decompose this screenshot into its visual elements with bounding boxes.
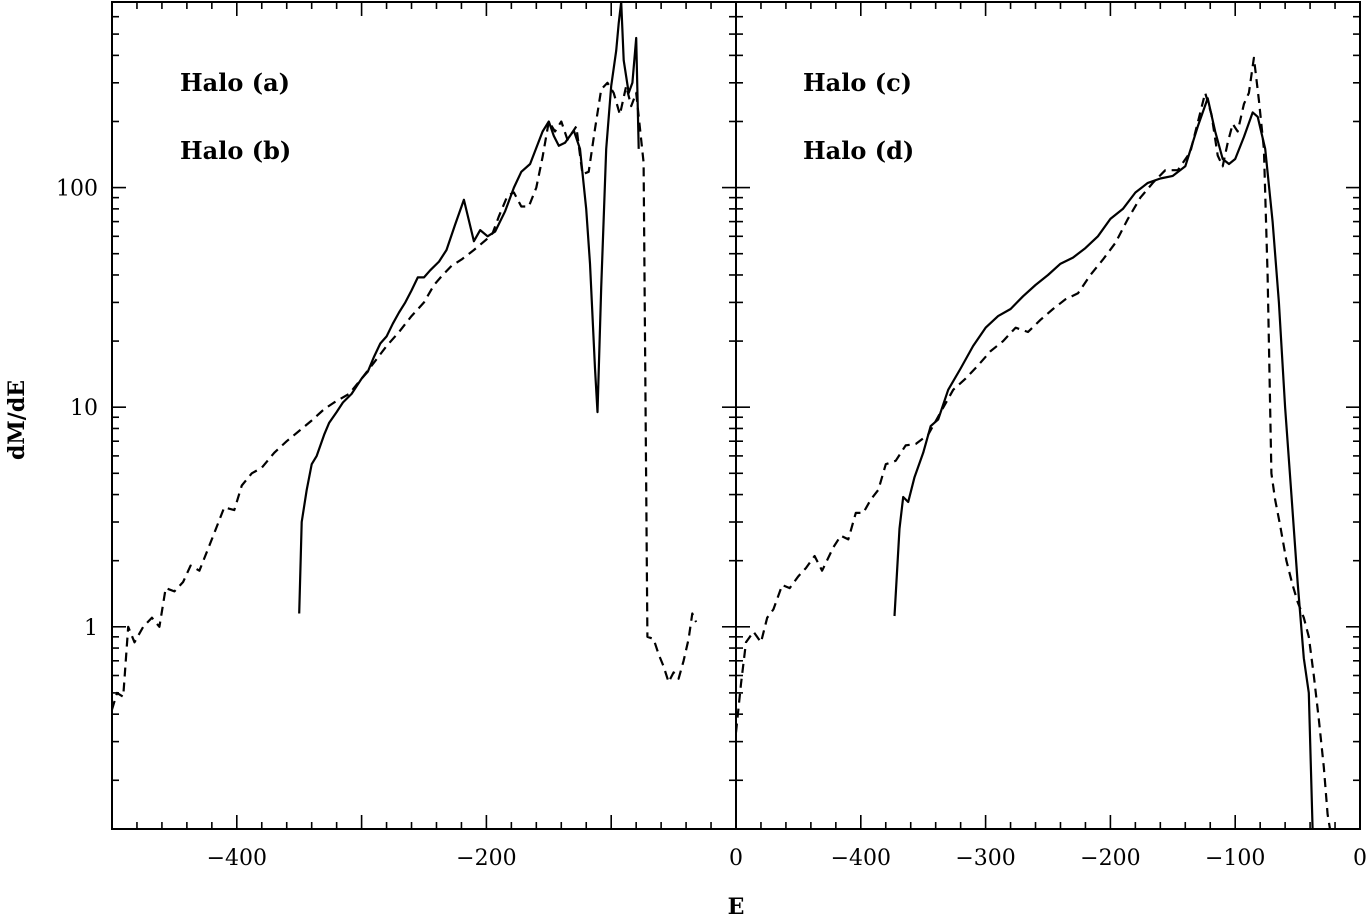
legend-entry-halo-a: Halo (a) — [180, 68, 290, 97]
panel-right-series — [736, 56, 1332, 829]
legend-entry-halo-c: Halo (c) — [803, 68, 912, 97]
x-tick-label: −100 — [1205, 846, 1265, 871]
legend-entry-halo-b: Halo (b) — [180, 136, 291, 165]
series-line-dashed — [736, 56, 1332, 829]
panel-left-x-tick-labels: −400 −200 0 — [207, 846, 743, 871]
x-tick-label: −400 — [207, 846, 267, 871]
panel-left-y-tick-labels: 1 10 100 — [56, 177, 98, 641]
x-tick-label: −400 — [831, 846, 891, 871]
panel-right-frame — [735, 1, 1361, 830]
x-tick-label: −300 — [955, 846, 1015, 871]
panel-right-x-tick-labels: −400 −300 −200 −100 0 — [831, 846, 1367, 871]
panel-right: −400 −300 −200 −100 0 Halo (c) Halo (d) — [735, 1, 1367, 871]
y-axis-title: dM/dE — [4, 380, 30, 460]
panel-left-series — [112, 2, 698, 710]
x-tick-label: −200 — [1080, 846, 1140, 871]
legend-entry-halo-d: Halo (d) — [803, 136, 914, 165]
x-axis-title: E — [728, 894, 745, 916]
x-tick-label: 0 — [1353, 846, 1367, 871]
y-tick-label: 1 — [84, 616, 98, 641]
series-line-solid — [893, 97, 1314, 829]
x-tick-label: 0 — [729, 846, 743, 871]
y-tick-label: 10 — [70, 396, 98, 421]
x-tick-label: −200 — [456, 846, 516, 871]
series-line-solid — [298, 2, 640, 614]
y-tick-label: 100 — [56, 177, 98, 202]
series-line-dashed — [112, 81, 698, 710]
